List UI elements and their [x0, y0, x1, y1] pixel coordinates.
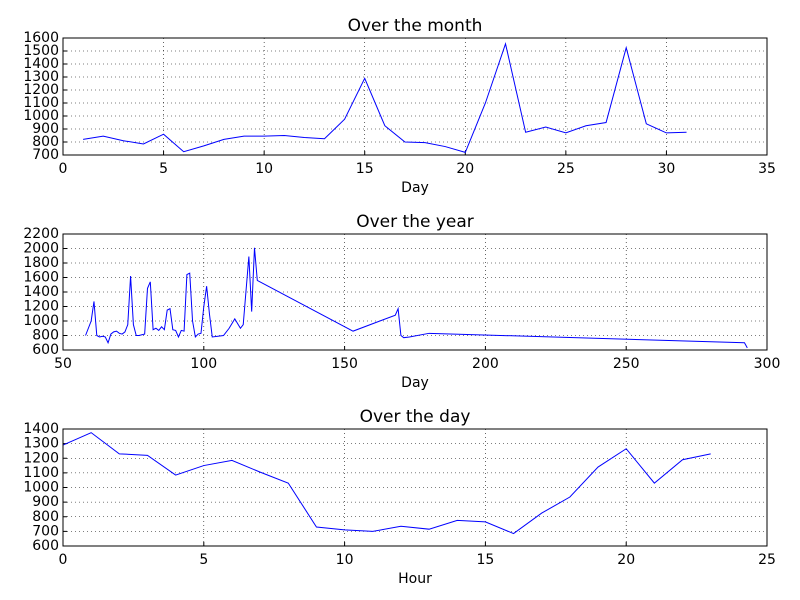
y-tick-label: 1400	[23, 284, 59, 300]
chart-title: Over the year	[356, 212, 474, 232]
y-tick-label: 2200	[23, 226, 59, 242]
x-tick-label: 100	[190, 356, 217, 372]
x-tick-label: 50	[54, 356, 72, 372]
y-tick-label: 900	[32, 494, 59, 510]
y-tick-label: 1600	[23, 270, 59, 286]
x-tick-label: 15	[476, 552, 494, 568]
x-tick-label: 20	[456, 161, 474, 177]
x-axis-label: Day	[401, 180, 429, 196]
y-tick-label: 1400	[23, 421, 59, 437]
x-tick-label: 200	[472, 356, 499, 372]
chart-title: Over the month	[348, 16, 483, 36]
chart-title: Over the day	[360, 407, 471, 427]
y-tick-label: 1200	[23, 450, 59, 466]
y-tick-label: 1300	[23, 436, 59, 452]
y-tick-label: 1200	[23, 299, 59, 315]
x-tick-label: 25	[557, 161, 575, 177]
x-axis-label: Hour	[398, 571, 432, 587]
x-tick-label: 25	[758, 552, 776, 568]
x-tick-label: 5	[159, 161, 168, 177]
y-tick-label: 600	[32, 342, 59, 358]
data-line	[83, 42, 687, 154]
x-tick-label: 0	[59, 161, 68, 177]
y-tick-label: 700	[32, 523, 59, 539]
x-tick-label: 15	[356, 161, 374, 177]
y-tick-label: 1000	[23, 108, 59, 124]
y-tick-label: 700	[32, 147, 59, 163]
y-tick-label: 1000	[23, 480, 59, 496]
x-tick-label: 150	[331, 356, 358, 372]
y-tick-label: 1100	[23, 465, 59, 481]
y-tick-label: 600	[32, 538, 59, 554]
y-tick-label: 1800	[23, 255, 59, 271]
x-tick-label: 10	[336, 552, 354, 568]
y-tick-label: 1500	[23, 43, 59, 59]
x-tick-label: 30	[658, 161, 676, 177]
x-tick-label: 20	[617, 552, 635, 568]
y-tick-label: 800	[32, 134, 59, 150]
y-tick-label: 800	[32, 509, 59, 525]
x-tick-label: 0	[59, 552, 68, 568]
x-tick-label: 35	[758, 161, 776, 177]
axes-frame	[62, 233, 768, 351]
x-axis-label: Day	[401, 375, 429, 391]
y-tick-label: 1600	[23, 30, 59, 46]
data-line	[62, 432, 711, 535]
data-line	[85, 247, 748, 349]
y-tick-label: 2000	[23, 241, 59, 257]
x-tick-label: 5	[199, 552, 208, 568]
y-tick-label: 1000	[23, 313, 59, 329]
axes-frame	[62, 37, 768, 156]
y-tick-label: 1300	[23, 69, 59, 85]
y-tick-label: 900	[32, 121, 59, 137]
x-tick-label: 300	[754, 356, 781, 372]
y-tick-label: 1200	[23, 82, 59, 98]
y-tick-label: 800	[32, 328, 59, 344]
x-tick-label: 10	[255, 161, 273, 177]
y-tick-label: 1100	[23, 95, 59, 111]
axes-frame	[62, 428, 768, 547]
y-tick-label: 1400	[23, 56, 59, 72]
x-tick-label: 250	[613, 356, 640, 372]
